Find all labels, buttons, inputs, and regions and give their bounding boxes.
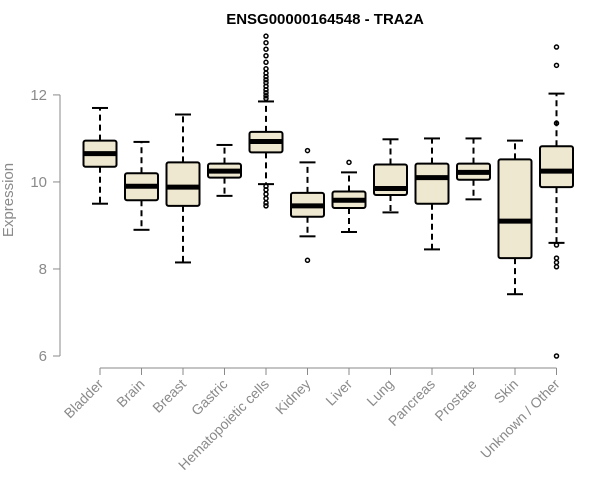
outlier-point — [263, 53, 269, 59]
box-group — [539, 44, 574, 359]
box-group — [124, 140, 159, 231]
x-tick-label: Unknown / Other — [477, 376, 563, 462]
iqr-box — [165, 161, 201, 207]
outlier-point — [263, 195, 269, 202]
outlier-point — [263, 39, 269, 46]
outlier-point — [263, 66, 269, 72]
outlier-point — [304, 147, 311, 154]
box-group — [165, 113, 201, 264]
outlier-point — [553, 44, 560, 50]
outlier-point — [263, 187, 269, 193]
box-group — [290, 147, 325, 264]
x-tick-label: Brain — [113, 376, 147, 410]
x-tick-label: Liver — [322, 376, 355, 409]
outlier-point — [263, 73, 269, 80]
outlier-point — [263, 46, 269, 52]
outlier-point — [346, 159, 352, 166]
outlier-point — [263, 59, 269, 66]
outlier-point — [263, 191, 269, 197]
y-tick-label: 10 — [30, 174, 47, 191]
box-group — [414, 137, 450, 251]
x-tick-label: Prostate — [431, 376, 479, 424]
outlier-point — [304, 257, 311, 264]
outlier-point — [553, 353, 560, 359]
box-group — [248, 33, 284, 209]
box-group — [497, 139, 533, 296]
outlier-point — [263, 200, 269, 206]
outlier-point — [263, 203, 269, 209]
outlier-point — [553, 62, 560, 69]
x-tick-label: Lung — [363, 376, 396, 409]
iqr-box — [414, 162, 450, 205]
outlier-point — [553, 259, 560, 266]
boxes — [82, 33, 574, 359]
outlier-point — [263, 33, 269, 39]
outlier-point — [263, 89, 269, 96]
iqr-box — [539, 145, 574, 189]
outlier-point — [263, 86, 269, 93]
x-tick-label: Kidney — [272, 376, 314, 418]
box-group — [373, 138, 408, 214]
outlier-point — [553, 120, 560, 126]
y-tick-label: 6 — [39, 348, 47, 365]
y-tick-label: 8 — [39, 261, 47, 278]
outlier-point — [553, 264, 560, 270]
iqr-box — [497, 158, 533, 260]
box-group — [82, 106, 118, 205]
outlier-point — [263, 95, 269, 102]
outlier-point — [553, 242, 560, 248]
y-tick-label: 12 — [30, 87, 47, 104]
outlier-point — [263, 93, 269, 99]
chart-title: ENSG00000164548 - TRA2A — [226, 11, 424, 28]
box-group — [456, 137, 491, 201]
outlier-point — [553, 255, 560, 261]
outlier-point — [263, 76, 269, 83]
box-group — [331, 159, 367, 233]
box-group — [207, 143, 242, 197]
y-axis-label: Expression — [0, 163, 17, 237]
x-tick-label: Bladder — [61, 376, 107, 422]
x-tick-label: Skin — [491, 376, 522, 407]
x-tick-label: Breast — [149, 376, 189, 416]
